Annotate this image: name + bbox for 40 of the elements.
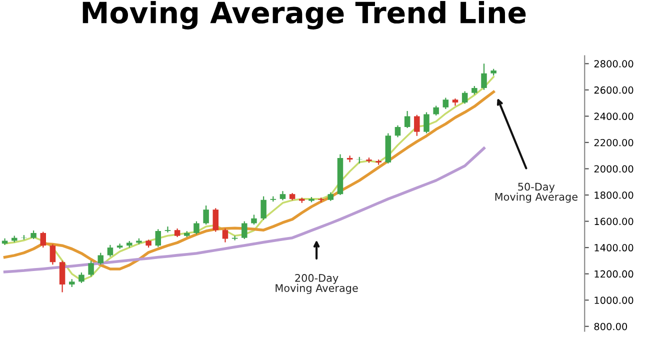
candlestick bbox=[164, 226, 171, 234]
candlestick bbox=[212, 208, 219, 232]
y-tick-label: 2400.00 bbox=[594, 112, 634, 120]
candlestick bbox=[116, 243, 123, 250]
y-tick-label: 2800.00 bbox=[594, 60, 634, 68]
y-tick-label: 2000.00 bbox=[594, 165, 634, 173]
annotation: 200-Day Moving Average bbox=[276, 274, 358, 294]
y-tick-label: 800.00 bbox=[594, 322, 628, 330]
candlestick bbox=[424, 112, 430, 134]
candlestick bbox=[242, 220, 248, 240]
candlestick bbox=[251, 214, 257, 226]
y-tick-label: 2200.00 bbox=[594, 138, 634, 146]
y-tick-label: 1600.00 bbox=[594, 218, 634, 226]
candlestick bbox=[194, 220, 200, 235]
candlestick bbox=[404, 110, 410, 129]
y-tick-label: 1200.00 bbox=[594, 270, 634, 278]
candlestick bbox=[442, 97, 449, 110]
y-tick-label: 1400.00 bbox=[594, 244, 634, 252]
candlestick bbox=[88, 260, 94, 278]
candlestick bbox=[59, 260, 66, 293]
candlestick bbox=[107, 244, 114, 258]
candlestick bbox=[394, 124, 401, 138]
candlestick bbox=[40, 231, 46, 248]
candlestick bbox=[280, 190, 286, 201]
candlestick bbox=[433, 105, 439, 116]
candlestick bbox=[222, 228, 228, 243]
y-tick-label: 2600.00 bbox=[594, 86, 634, 94]
candlestick bbox=[414, 114, 420, 136]
candlestick bbox=[98, 252, 104, 266]
candlestick bbox=[50, 244, 56, 266]
candlestick bbox=[462, 90, 468, 104]
candlestick bbox=[155, 228, 162, 248]
candlestick bbox=[481, 63, 487, 90]
chart-title: Moving Average Trend Line bbox=[82, 0, 526, 30]
y-tick-label: 1000.00 bbox=[594, 296, 634, 304]
candlestick bbox=[78, 272, 84, 284]
candlestick bbox=[260, 196, 266, 221]
y-tick-label: 1800.00 bbox=[594, 191, 634, 199]
annotation: 50-Day Moving Average bbox=[495, 182, 578, 203]
candlestick bbox=[203, 204, 209, 226]
